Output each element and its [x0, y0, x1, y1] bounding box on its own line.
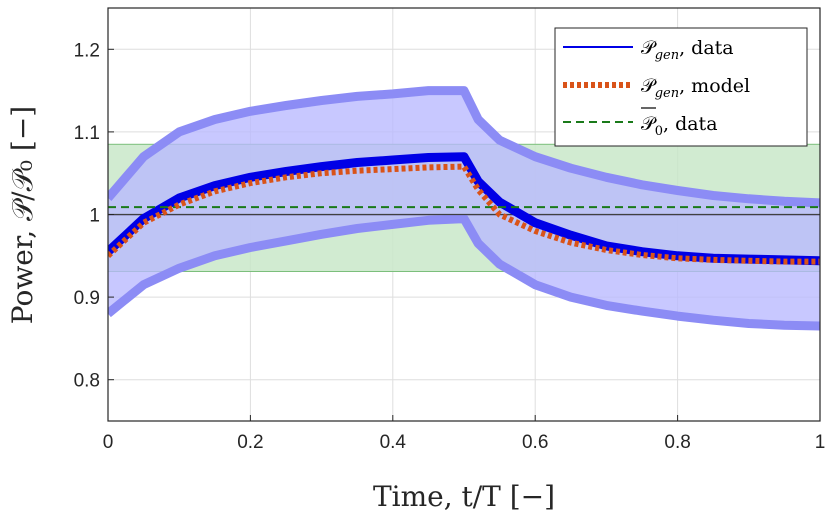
x-tick-label-4: 0.8: [664, 432, 690, 453]
x-tick-label-5: 1: [815, 432, 826, 453]
pgen-data-band: [108, 90, 820, 326]
pgen-model-line: [108, 163, 820, 265]
x-tick-label-0: 0: [103, 432, 114, 453]
legend-label-pgen-model: 𝒫gen, model: [641, 75, 750, 101]
y-tick-label-2: 1: [89, 206, 100, 227]
ticks: 0 0.2 0.4 0.6 0.8 1 0.8 0.9 1 1.1 1.2: [74, 40, 826, 453]
y-tick-label-1: 0.9: [74, 288, 100, 309]
y-tick-label-0: 0.8: [74, 371, 100, 392]
y-tick-label-4: 1.2: [74, 40, 100, 61]
x-tick-label-2: 0.4: [380, 432, 407, 453]
x-axis-label: Time, t/T [−]: [373, 480, 555, 513]
data-layer: [108, 86, 820, 331]
legend-label-p0bar-data: 𝒫0, data: [641, 113, 718, 139]
y-tick-label-3: 1.1: [74, 123, 100, 144]
pgen-data-lower-envelope: [108, 214, 820, 331]
x-tick-label-1: 0.2: [237, 432, 263, 453]
legend: 𝒫gen, data 𝒫gen, model 𝒫0, data: [554, 27, 808, 147]
pgen-data-upper-envelope: [108, 86, 820, 208]
x-tick-label-3: 0.6: [522, 432, 548, 453]
y-axis-label: Power, 𝒫/𝒫₀ [−]: [6, 106, 39, 324]
